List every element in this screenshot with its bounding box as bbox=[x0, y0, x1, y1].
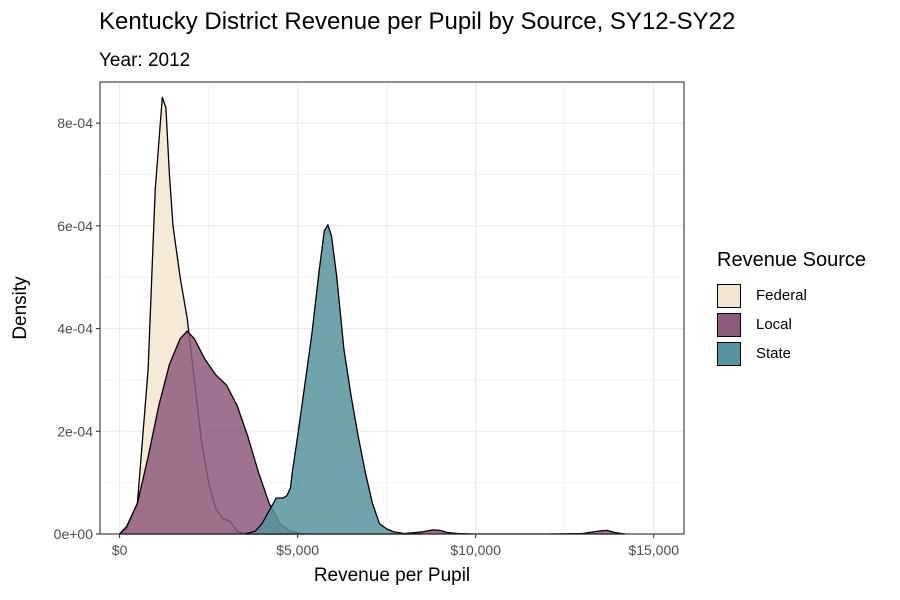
y-tick-label: 2e-04 bbox=[57, 423, 93, 439]
y-tick-label: 0e+00 bbox=[54, 526, 94, 542]
x-axis-title: Revenue per Pupil bbox=[314, 565, 470, 586]
chart-subtitle: Year: 2012 bbox=[99, 50, 191, 71]
chart-title: Kentucky District Revenue per Pupil by S… bbox=[99, 8, 736, 35]
legend-item-federal: Federal bbox=[717, 281, 866, 310]
plot-panel-border bbox=[99, 81, 685, 535]
legend-label-federal: Federal bbox=[756, 287, 807, 304]
legend-item-state: State bbox=[717, 339, 866, 368]
legend-item-local: Local bbox=[717, 310, 866, 339]
y-tick-label: 4e-04 bbox=[57, 321, 93, 337]
x-tick-label: $10,000 bbox=[450, 542, 501, 558]
legend-label-state: State bbox=[756, 345, 792, 362]
x-axis: $0 $5,000 $10,000 $15,000 bbox=[112, 534, 679, 558]
legend-key-local bbox=[717, 312, 741, 337]
legend: Revenue Source Federal Local State bbox=[717, 249, 866, 368]
y-tick-label: 8e-04 bbox=[57, 115, 93, 131]
legend-key-federal bbox=[717, 283, 741, 308]
y-axis-title: Density bbox=[10, 276, 31, 340]
legend-title: Revenue Source bbox=[717, 249, 866, 271]
x-tick-label: $5,000 bbox=[276, 542, 319, 558]
legend-key-state bbox=[717, 341, 741, 366]
x-tick-label: $15,000 bbox=[628, 542, 679, 558]
x-tick-label: $0 bbox=[112, 542, 128, 558]
y-tick-label: 6e-04 bbox=[57, 218, 93, 234]
y-axis: 0e+00 2e-04 4e-04 6e-04 8e-04 bbox=[54, 115, 100, 542]
legend-label-local: Local bbox=[756, 316, 792, 333]
density-area-state bbox=[243, 224, 423, 535]
